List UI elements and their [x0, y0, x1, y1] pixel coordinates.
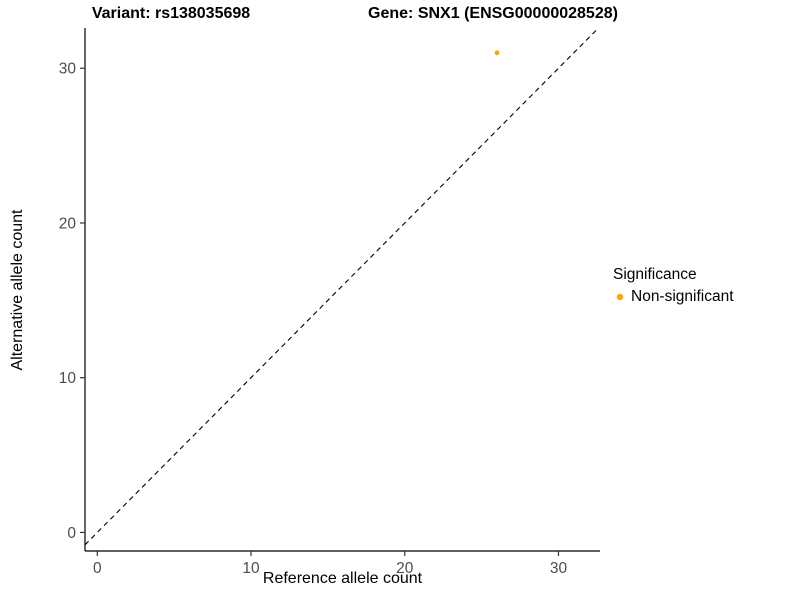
y-tick-label: 20 — [59, 215, 77, 232]
legend-title: Significance — [613, 266, 697, 283]
x-axis-title: Reference allele count — [262, 570, 423, 587]
x-tick-label: 0 — [93, 560, 102, 577]
legend-item-label: Non-significant — [631, 288, 734, 305]
gene-title: Gene: SNX1 (ENSG00000028528) — [368, 5, 618, 22]
y-tick-label: 30 — [59, 61, 77, 78]
legend: Significance Non-significant — [613, 266, 793, 306]
x-tick-label: 20 — [396, 560, 414, 577]
x-tick-label: 30 — [550, 560, 568, 577]
data-point — [494, 50, 500, 56]
x-tick-label: 10 — [242, 560, 260, 577]
variant-title: Variant: rs138035698 — [91, 5, 251, 22]
legend-point-icon — [616, 293, 624, 301]
y-tick-label: 0 — [67, 525, 76, 542]
y-tick-label: 10 — [59, 370, 77, 387]
legend-item: Non-significant — [613, 288, 793, 306]
identity-line — [84, 27, 599, 546]
y-axis-title: Alternative allele count — [9, 209, 26, 371]
